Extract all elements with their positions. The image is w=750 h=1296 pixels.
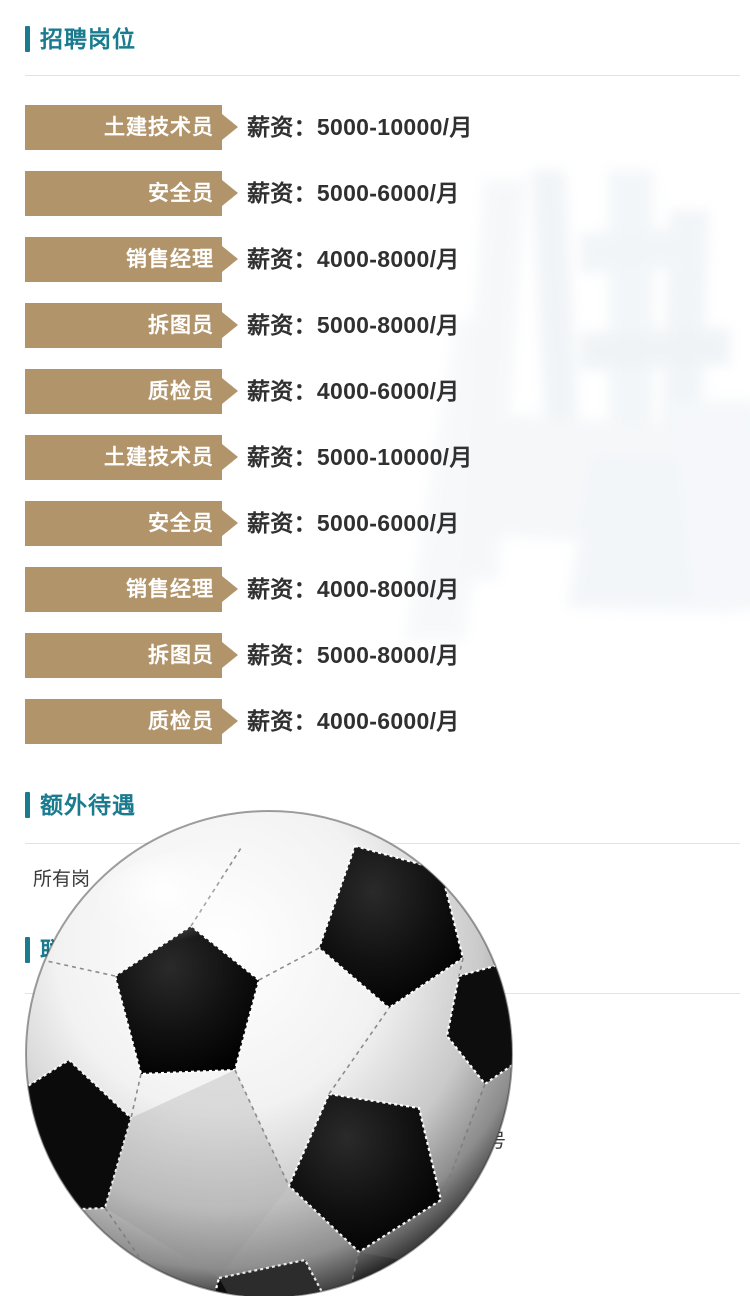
section-title-jobs: 招聘岗位 [40,26,136,52]
job-position-badge[interactable]: 土建技术员 [25,435,222,480]
job-salary-text: 薪资：5000-8000/月 [247,642,460,668]
badge-arrow-icon [222,114,238,140]
job-position-label: 销售经理 [126,578,214,601]
badge-arrow-icon [222,444,238,470]
job-salary-text: 薪资：5000-10000/月 [247,114,473,140]
job-salary-text: 薪资：4000-6000/月 [247,378,460,404]
job-position-label: 安全员 [148,512,214,535]
section-title-extra: 额外待遇 [40,792,136,818]
job-row[interactable]: 销售经理 薪资：4000-8000/月 [0,237,750,282]
extra-benefits-text: 所有岗 [33,869,91,890]
accent-bar-icon [25,26,30,52]
job-position-label: 安全员 [148,182,214,205]
job-salary-text: 薪资：5000-6000/月 [247,510,460,536]
job-position-label: 质检员 [148,710,214,733]
badge-arrow-icon [222,642,238,668]
divider-under-extra-header [25,843,740,844]
job-position-badge[interactable]: 质检员 [25,699,222,744]
job-row[interactable]: 土建技术员 薪资：5000-10000/月 [0,105,750,150]
badge-arrow-icon [222,708,238,734]
job-position-badge[interactable]: 质检员 [25,369,222,414]
job-row[interactable]: 土建技术员 薪资：5000-10000/月 [0,435,750,480]
job-row[interactable]: 安全员 薪资：5000-6000/月 [0,501,750,546]
badge-arrow-icon [222,576,238,602]
soccer-ball-image [23,808,515,1296]
job-position-badge[interactable]: 安全员 [25,171,222,216]
job-position-badge[interactable]: 销售经理 [25,567,222,612]
badge-arrow-icon [222,180,238,206]
section-contact: 联 [0,933,750,967]
job-position-badge[interactable]: 土建技术员 [25,105,222,150]
job-salary-text: 薪资：5000-10000/月 [247,444,473,470]
badge-arrow-icon [222,510,238,536]
section-header-contact: 联 [0,933,750,967]
job-list: 土建技术员 薪资：5000-10000/月 安全员 薪资：5000-6000/月… [0,105,750,765]
divider-under-contact-header [25,993,740,994]
job-row[interactable]: 销售经理 薪资：4000-8000/月 [0,567,750,612]
job-position-label: 土建技术员 [104,446,214,469]
accent-bar-icon [25,937,30,963]
job-position-label: 销售经理 [126,248,214,271]
job-row[interactable]: 质检员 薪资：4000-6000/月 [0,369,750,414]
job-position-label: 拆图员 [148,314,214,337]
badge-arrow-icon [222,246,238,272]
job-salary-text: 薪资：4000-8000/月 [247,576,460,602]
job-position-label: 拆图员 [148,644,214,667]
job-salary-text: 薪资：5000-8000/月 [247,312,460,338]
job-row[interactable]: 质检员 薪资：4000-6000/月 [0,699,750,744]
section-header-jobs: 招聘岗位 [0,22,750,56]
accent-bar-icon [25,792,30,818]
job-salary-text: 薪资：4000-6000/月 [247,708,460,734]
job-position-badge[interactable]: 拆图员 [25,303,222,348]
job-position-label: 土建技术员 [104,116,214,139]
job-position-label: 质检员 [148,380,214,403]
job-salary-text: 薪资：5000-6000/月 [247,180,460,206]
job-position-badge[interactable]: 销售经理 [25,237,222,282]
divider-under-jobs-header [25,75,740,76]
job-row[interactable]: 拆图员 薪资：5000-8000/月 [0,633,750,678]
job-row[interactable]: 安全员 薪资：5000-6000/月 [0,171,750,216]
job-salary-text: 薪资：4000-8000/月 [247,246,460,272]
contact-address-fragment: 号 [487,1131,507,1152]
job-position-badge[interactable]: 拆图员 [25,633,222,678]
section-title-contact: 联 [40,937,64,963]
section-extra-benefits: 额外待遇 [0,788,750,822]
soccer-ball-svg [25,810,513,1296]
section-recruitment-positions: 招聘岗位 [0,22,750,56]
job-position-badge[interactable]: 安全员 [25,501,222,546]
badge-arrow-icon [222,312,238,338]
job-row[interactable]: 拆图员 薪资：5000-8000/月 [0,303,750,348]
section-header-extra: 额外待遇 [0,788,750,822]
badge-arrow-icon [222,378,238,404]
